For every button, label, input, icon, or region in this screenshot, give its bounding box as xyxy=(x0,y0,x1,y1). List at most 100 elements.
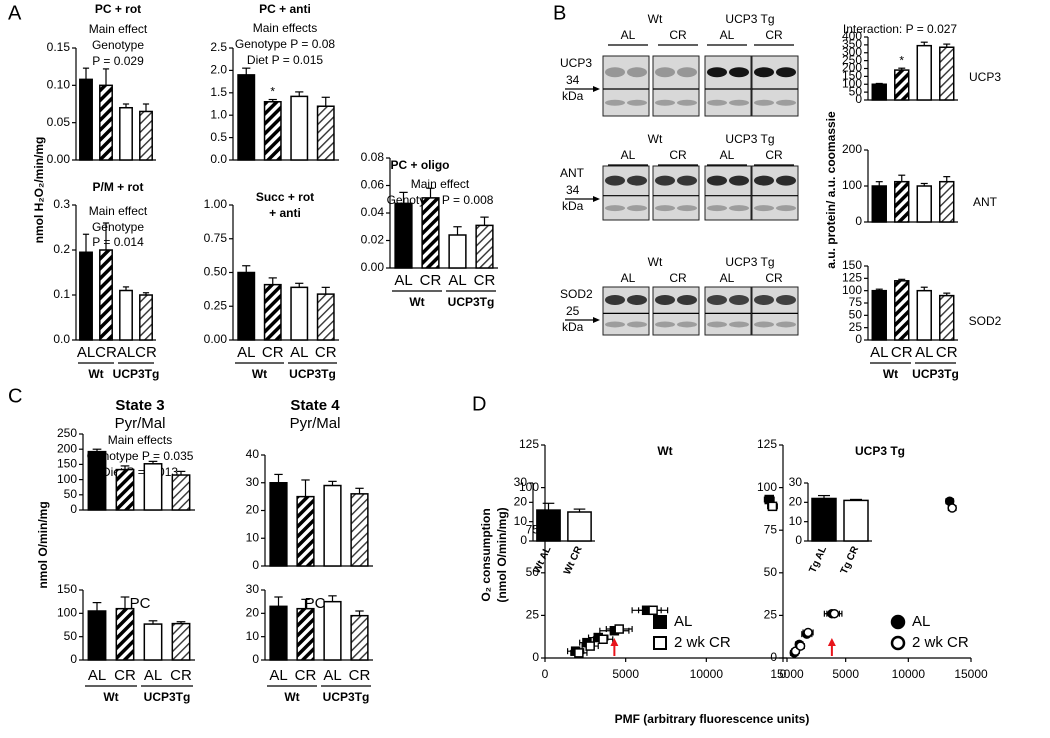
blot-band xyxy=(754,67,774,78)
blot-band xyxy=(707,205,727,212)
arrowhead xyxy=(610,638,619,646)
point xyxy=(947,503,957,513)
blot-band xyxy=(627,175,647,186)
y-tick-label: 10 xyxy=(514,514,528,528)
blot-lane: AL xyxy=(621,28,636,42)
side-label: SOD2 xyxy=(969,314,1002,328)
blot-band xyxy=(655,321,675,328)
y-axis-label: O₂ consumption xyxy=(479,508,493,601)
blot-protein: ANT xyxy=(560,166,585,180)
x-tick-label: 15000 xyxy=(954,667,988,681)
blot-group: UCP3 Tg xyxy=(725,255,774,269)
blot-band xyxy=(729,67,749,78)
blot-unit: kDa xyxy=(562,89,584,103)
annotation: Interaction: P = 0.027 xyxy=(843,22,958,36)
x-axis-label: PMF (arbitrary fluorescence units) xyxy=(615,712,810,726)
group-label: UCP3Tg xyxy=(448,295,495,309)
blot-band xyxy=(729,321,749,328)
annotation: Genotype xyxy=(92,220,144,234)
chart-title: State 4 xyxy=(290,397,340,414)
annotation: Diet P = 0.015 xyxy=(247,53,323,67)
blot-band xyxy=(655,67,675,78)
y-tick-label: 75 xyxy=(764,522,778,536)
x-tick-label: CR xyxy=(315,344,337,361)
y-tick-label: 0.10 xyxy=(47,78,71,92)
blot-band xyxy=(677,67,697,78)
y-tick-label: 50 xyxy=(64,629,78,643)
blot-band xyxy=(729,205,749,212)
side-label: UCP3 xyxy=(969,70,1001,84)
chart-title: State 3 xyxy=(115,397,164,414)
chart-title: Succ + rot xyxy=(256,190,314,204)
blot-band xyxy=(754,321,774,328)
legend-marker xyxy=(653,615,667,629)
bar xyxy=(99,84,113,161)
y-tick-label: 0 xyxy=(532,650,539,664)
bar xyxy=(323,600,342,661)
legend-label: AL xyxy=(912,613,930,630)
y-tick-label: 150 xyxy=(842,258,862,272)
y-tick-label: 30 xyxy=(514,475,528,489)
y-tick-label: 10 xyxy=(246,629,260,643)
y-tick-label: 0 xyxy=(520,533,527,547)
y-tick-label: 30 xyxy=(246,582,260,596)
y-tick-label: 0.15 xyxy=(47,40,71,54)
y-tick-label: 50 xyxy=(849,84,863,98)
y-tick-label: 100 xyxy=(842,178,862,192)
blot-band xyxy=(754,99,774,106)
x-tick-label: AL xyxy=(117,344,135,361)
blot-box xyxy=(602,55,650,117)
x-tick-label: 5000 xyxy=(832,667,859,681)
blot-band xyxy=(707,67,727,78)
y-tick-label: 300 xyxy=(842,45,862,59)
x-tick-label: Tg CR xyxy=(839,544,862,576)
bar xyxy=(323,484,342,567)
y-tick-label: 0 xyxy=(795,533,802,547)
blot-box xyxy=(751,55,799,117)
x-tick-label: CR xyxy=(420,272,442,289)
y-axis-label: a.u. protein/ a.u. coomassie xyxy=(824,111,838,269)
blot-band xyxy=(655,205,675,212)
annotation: Diet P = 0.013 xyxy=(102,465,178,479)
y-tick-label: 50 xyxy=(849,308,863,322)
blot-arrowhead xyxy=(593,196,600,202)
blot-band xyxy=(627,99,647,106)
bar xyxy=(916,185,932,223)
y-tick-label: 0.25 xyxy=(204,298,228,312)
y-tick-label: 50 xyxy=(764,565,778,579)
y-tick-label: 0 xyxy=(855,214,862,228)
y-tick-label: 125 xyxy=(519,437,539,451)
bar xyxy=(143,623,163,661)
bar xyxy=(171,474,191,511)
blot-band xyxy=(605,67,625,78)
y-tick-label: 2.0 xyxy=(210,63,227,77)
blot-unit: kDa xyxy=(562,320,584,334)
blot-band xyxy=(627,321,647,328)
blot-lane: CR xyxy=(669,271,687,285)
blot-box xyxy=(602,286,650,336)
bar xyxy=(99,249,113,341)
bar xyxy=(843,499,869,542)
blot-band xyxy=(605,321,625,328)
bar xyxy=(115,607,135,661)
y-tick-label: 200 xyxy=(842,61,862,75)
annotation: Genotype xyxy=(92,38,144,52)
y-tick-label: 1.5 xyxy=(210,85,227,99)
blot-band xyxy=(776,205,796,212)
blot-box xyxy=(704,55,752,117)
y-axis-label: nmol O/min/mg xyxy=(36,501,50,588)
x-tick-label: 5000 xyxy=(612,667,639,681)
y-tick-label: 100 xyxy=(57,472,77,486)
chart-title: UCP3 Tg xyxy=(855,444,905,458)
side-label: ANT xyxy=(973,195,998,209)
bar xyxy=(290,286,309,341)
group-label: Wt xyxy=(252,367,267,381)
annotation: P = 0.029 xyxy=(92,54,144,68)
y-tick-label: 20 xyxy=(246,606,260,620)
y-tick-label: 0 xyxy=(70,652,77,666)
y-tick-label: 0.75 xyxy=(204,231,228,245)
blot-band xyxy=(707,175,727,186)
blot-band xyxy=(677,294,697,305)
bar xyxy=(448,234,467,269)
y-tick-label: 200 xyxy=(57,441,77,455)
